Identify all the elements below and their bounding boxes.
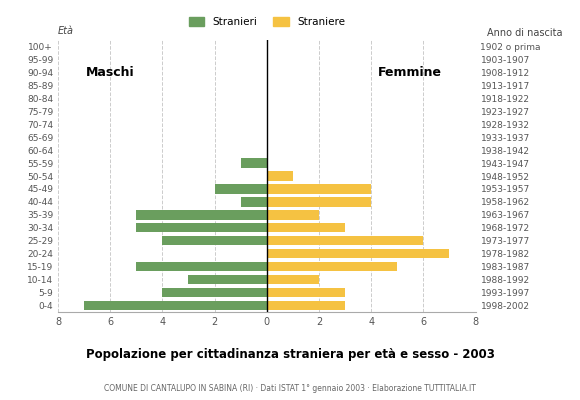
Bar	[267, 197, 371, 206]
Bar	[267, 184, 371, 194]
Bar	[267, 262, 397, 271]
Bar	[267, 288, 345, 297]
Bar	[241, 197, 267, 206]
Legend: Stranieri, Straniere: Stranieri, Straniere	[184, 12, 349, 31]
Text: Età: Età	[58, 26, 74, 36]
Text: Femmine: Femmine	[378, 66, 443, 79]
Bar	[188, 275, 267, 284]
Bar	[84, 301, 267, 310]
Bar	[267, 275, 319, 284]
Bar	[136, 210, 267, 220]
Bar	[267, 210, 319, 220]
Text: Popolazione per cittadinanza straniera per età e sesso - 2003: Popolazione per cittadinanza straniera p…	[86, 348, 494, 361]
Bar	[136, 223, 267, 232]
Bar	[241, 158, 267, 168]
Bar	[267, 171, 293, 181]
Bar	[267, 301, 345, 310]
Text: Maschi: Maschi	[86, 66, 135, 79]
Bar	[162, 288, 267, 297]
Text: Anno di nascita: Anno di nascita	[487, 28, 563, 38]
Bar	[162, 236, 267, 246]
Bar	[267, 249, 450, 258]
Text: COMUNE DI CANTALUPO IN SABINA (RI) · Dati ISTAT 1° gennaio 2003 · Elaborazione T: COMUNE DI CANTALUPO IN SABINA (RI) · Dat…	[104, 384, 476, 393]
Bar	[267, 223, 345, 232]
Bar	[136, 262, 267, 271]
Bar	[215, 184, 267, 194]
Bar	[267, 236, 423, 246]
